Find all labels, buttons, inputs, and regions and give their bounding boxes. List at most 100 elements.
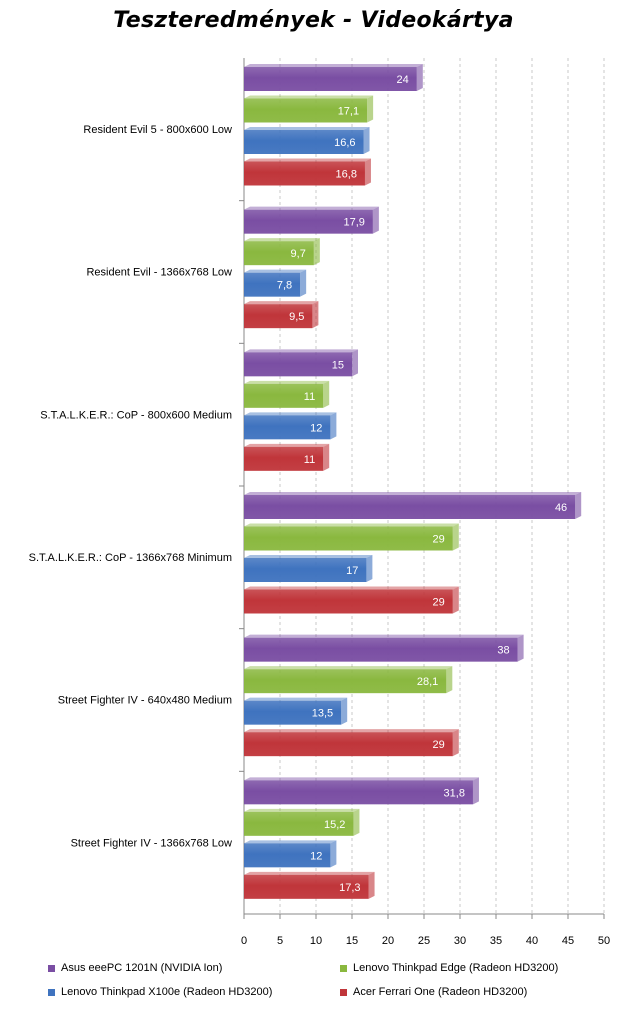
x-tick-label: 25 [418, 935, 430, 947]
x-tick-label: 0 [241, 935, 247, 947]
bar [244, 161, 365, 186]
data-label: 12 [310, 422, 322, 434]
bar [244, 811, 354, 836]
x-tick-label: 35 [490, 935, 502, 947]
bar-top [244, 523, 459, 527]
data-label: 11 [304, 391, 315, 403]
category-label: Resident Evil - 1366x768 Low [86, 267, 232, 279]
legend-swatch [340, 964, 347, 972]
category-label: Street Fighter IV - 640x480 Medium [58, 695, 232, 707]
bar [244, 272, 301, 297]
x-tick-label: 20 [382, 935, 394, 947]
data-label: 16,6 [334, 137, 355, 149]
category-label: Street Fighter IV - 1366x768 Low [71, 837, 232, 849]
data-label: 16,8 [336, 169, 357, 181]
legend-item: Acer Ferrari One (Radeon HD3200) [340, 986, 527, 998]
bar-side [341, 697, 348, 725]
bar [244, 304, 313, 329]
legend-label: Lenovo Thinkpad Edge (Radeon HD3200) [353, 962, 559, 974]
bar [244, 130, 364, 154]
chart-title: Teszteredmények - Videokártya [113, 8, 514, 33]
bar [244, 637, 518, 662]
bar-side [452, 729, 459, 757]
bar-top [244, 64, 423, 67]
x-tick-label: 40 [526, 935, 538, 947]
bar-side [353, 808, 360, 836]
bar-side [452, 586, 459, 614]
bar [244, 383, 324, 408]
x-tick-label: 45 [562, 935, 574, 947]
bar-side [517, 634, 524, 662]
bar-side [366, 555, 373, 582]
bar [244, 446, 324, 471]
data-label: 17 [346, 565, 358, 577]
bar-top [244, 206, 379, 210]
data-label: 46 [555, 502, 567, 514]
data-label: 29 [433, 534, 445, 546]
bars [244, 64, 582, 899]
data-label: 7,8 [277, 280, 292, 292]
bar-top [244, 586, 459, 590]
bar-side [300, 269, 307, 297]
bar-top [244, 666, 453, 670]
data-label: 9,7 [291, 248, 306, 260]
bar-side [367, 95, 374, 123]
bar-side [416, 64, 423, 91]
x-tick-label: 15 [346, 935, 358, 947]
bar-top [244, 443, 330, 447]
bar-side [364, 158, 371, 186]
bar [244, 589, 453, 614]
bar [244, 843, 331, 868]
bar-top [244, 729, 459, 733]
bar-top [244, 777, 479, 781]
bar-side [323, 380, 330, 408]
data-label: 11 [304, 454, 315, 466]
bar-top [244, 380, 330, 384]
data-label: 29 [433, 597, 445, 609]
axes [239, 58, 605, 919]
legend-label: Acer Ferrari One (Radeon HD3200) [353, 986, 528, 998]
bar-top [244, 840, 337, 844]
bar-top [244, 349, 358, 353]
bar [244, 669, 447, 694]
bar-side [330, 412, 337, 440]
labels: 0 5 10 15 20 25 30 35 40 45 50 Resident Evil 5 - 80… [29, 74, 611, 947]
bar-top [244, 412, 337, 416]
bar-side [368, 871, 375, 899]
bar-side [363, 127, 370, 154]
x-tick-label: 30 [454, 935, 466, 947]
x-tick-label: 5 [277, 935, 283, 947]
legend-label: Lenovo Thinkpad X100e (Radeon HD3200) [61, 986, 273, 998]
bar [244, 415, 331, 440]
bar-top [244, 127, 370, 130]
bar [244, 352, 352, 377]
bar [244, 495, 576, 519]
bar-side [472, 777, 479, 805]
bar [244, 209, 373, 234]
chart: 0 5 10 15 20 25 30 35 40 45 50 Resident Evil 5 - 80… [29, 58, 611, 947]
bar-side [312, 301, 319, 329]
data-label: 15 [332, 359, 344, 371]
bar [244, 874, 369, 899]
bar [244, 780, 473, 805]
data-label: 38 [497, 645, 509, 657]
legend-item: Lenovo Thinkpad Edge (Radeon HD3200) [340, 962, 558, 974]
legend-item: Asus eeePC 1201N (NVIDIA Ion) [48, 962, 222, 974]
bar-top [244, 269, 307, 273]
legend-label: Asus eeePC 1201N (NVIDIA Ion) [61, 962, 223, 974]
bar-side [323, 443, 330, 471]
bar-top [244, 697, 348, 701]
category-label: S.T.A.L.K.E.R.: CoP - 800x600 Medium [40, 409, 232, 421]
legend: Asus eeePC 1201N (NVIDIA Ion) Lenovo Thin… [48, 962, 608, 1010]
x-tick-label: 50 [598, 935, 610, 947]
data-label: 13,5 [312, 708, 333, 720]
bar-top [244, 492, 582, 495]
bar-side [372, 206, 379, 234]
bar-side [575, 492, 582, 519]
bar-top [244, 301, 319, 305]
bar-side [313, 238, 320, 266]
data-label: 17,3 [339, 882, 360, 894]
bar-top [244, 238, 320, 242]
bar [244, 241, 314, 266]
legend-swatch [48, 988, 55, 996]
